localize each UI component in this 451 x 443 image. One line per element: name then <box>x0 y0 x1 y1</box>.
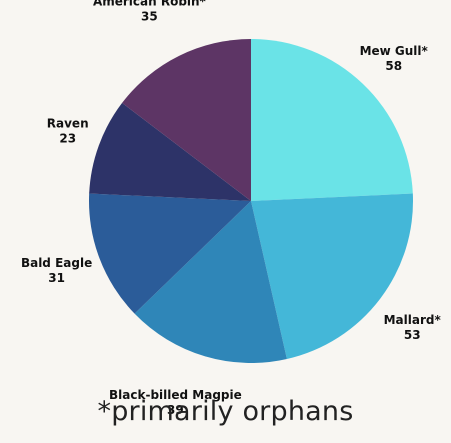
footnote: *primarily orphans <box>97 396 354 427</box>
slice-label: Mallard* <box>384 313 442 327</box>
pie-slice-mew-gull <box>251 39 413 201</box>
pie-slice-bald-eagle <box>88 193 251 314</box>
slice-label: Raven <box>47 116 89 130</box>
slice-value-label: 53 <box>404 328 421 342</box>
slice-value-label: 35 <box>141 9 158 23</box>
pie-slice-mallard <box>251 193 414 359</box>
slice-label: Bald Eagle <box>21 256 92 270</box>
pie-slice-american-robin <box>122 39 251 201</box>
slice-value-label: 31 <box>48 271 65 285</box>
pie-slice-black-billed-magpie <box>134 201 287 363</box>
slice-label: Black-billed Magpie <box>109 388 242 402</box>
pie-slice-raven <box>89 102 251 201</box>
slice-label: American Robin* <box>93 0 207 8</box>
slice-label: Mew Gull* <box>360 44 429 58</box>
slice-value-label: 23 <box>59 131 76 145</box>
slice-value-label: 39 <box>167 403 184 417</box>
slice-value-label: 58 <box>385 59 402 73</box>
